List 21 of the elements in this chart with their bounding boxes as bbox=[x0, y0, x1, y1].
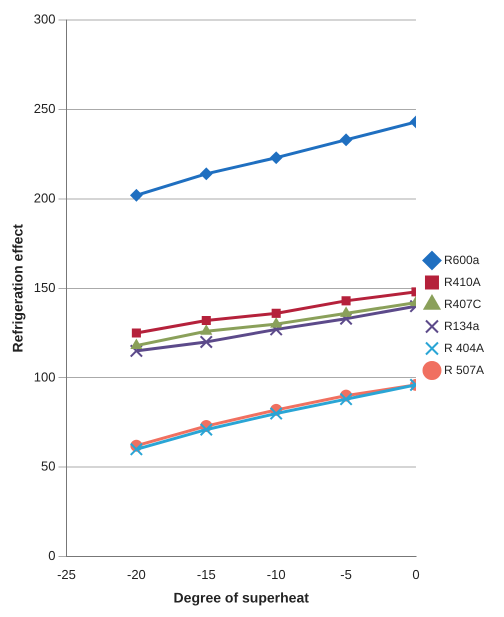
legend-label: R600a bbox=[444, 252, 480, 267]
y-axis-title: Refrigeration effect bbox=[9, 224, 26, 352]
x-tick-label: -25 bbox=[57, 566, 76, 582]
legend-label: R134a bbox=[444, 318, 480, 333]
legend-label: R 507A bbox=[444, 362, 484, 377]
legend-label: R407C bbox=[444, 296, 482, 311]
legend-label: R 404A bbox=[444, 340, 484, 355]
x-axis-title: Degree of superheat bbox=[174, 589, 310, 606]
legend-label: R410A bbox=[444, 274, 481, 289]
x-tick-label: -15 bbox=[196, 566, 216, 582]
x-tick-label: -20 bbox=[126, 566, 146, 582]
y-tick-label: 200 bbox=[34, 190, 56, 206]
x-tick-label: 0 bbox=[412, 566, 420, 582]
y-tick-label: 100 bbox=[34, 369, 56, 384]
y-tick-label: 50 bbox=[41, 458, 56, 474]
y-tick-label: 150 bbox=[34, 280, 56, 295]
y-tick-label: 250 bbox=[34, 101, 56, 116]
x-tick-label: -10 bbox=[266, 566, 286, 582]
y-tick-label: 0 bbox=[48, 548, 56, 564]
y-tick-label: 300 bbox=[34, 12, 56, 27]
x-tick-label: -5 bbox=[340, 566, 352, 582]
